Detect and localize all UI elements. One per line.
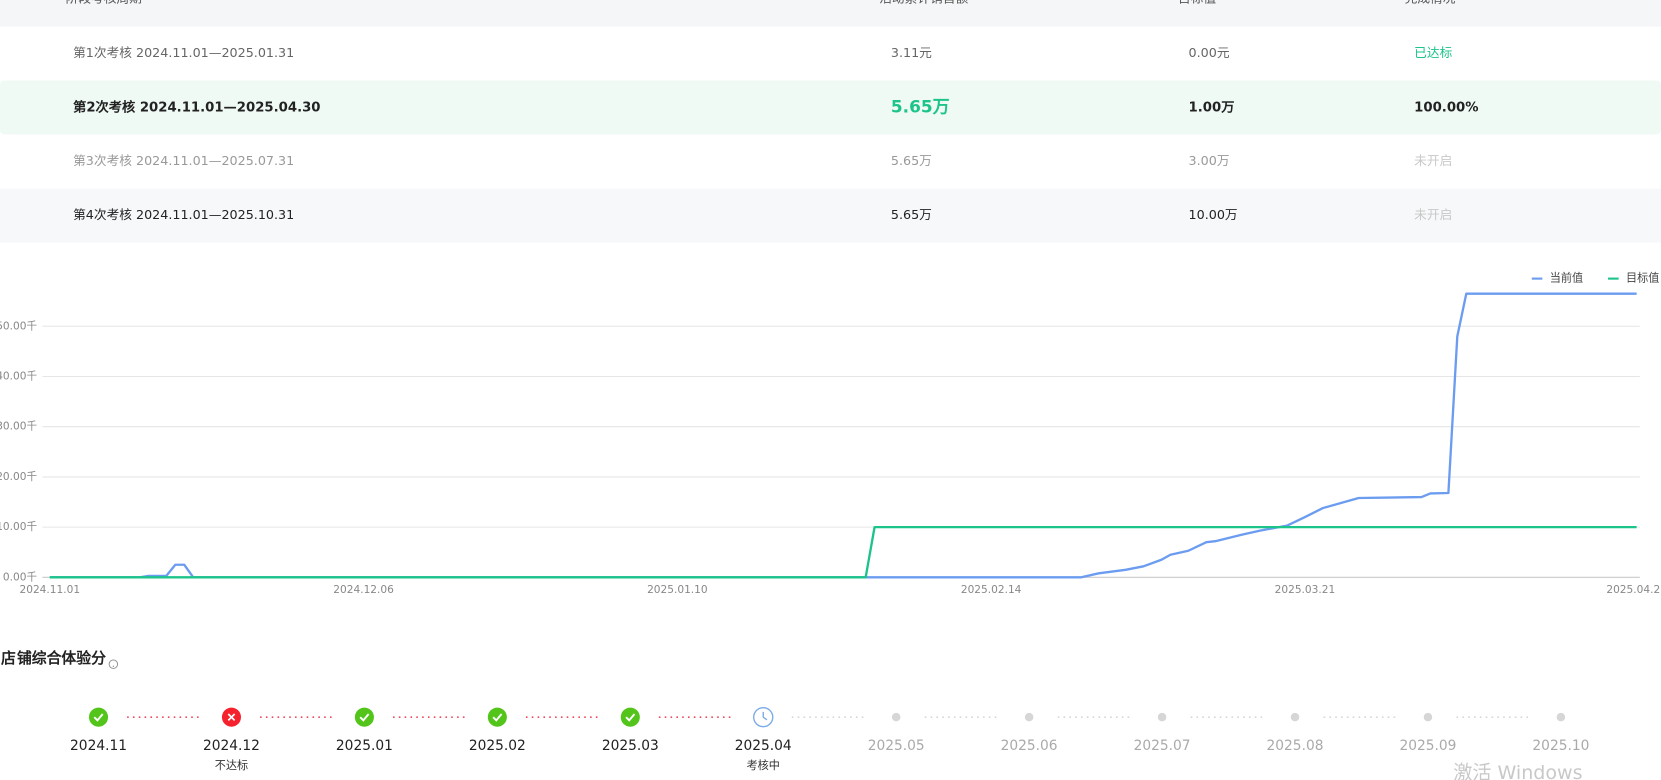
table-cell: 未开启 xyxy=(1414,153,1452,168)
table-cell: 1.00万 xyxy=(1189,100,1235,116)
check-mark xyxy=(625,713,636,722)
timeline-month: 2024.11 xyxy=(70,738,127,754)
status-pass-icon xyxy=(354,707,374,727)
timeline-month: 2024.12 xyxy=(203,738,260,754)
timeline-month: 2025.05 xyxy=(868,738,925,754)
table-row xyxy=(0,26,1661,81)
timeline-month: 2025.10 xyxy=(1532,738,1589,754)
status-pending-icon xyxy=(891,712,901,722)
table-row xyxy=(0,80,1661,135)
status-pending-icon xyxy=(1556,712,1566,722)
table-header-cell: 阶段考核周期 xyxy=(66,0,142,5)
status-pending-icon xyxy=(1157,712,1167,722)
status-pending-icon xyxy=(1290,712,1300,722)
series-line xyxy=(49,292,1637,579)
y-tick-label: 50.00千 xyxy=(0,320,37,332)
section-title: 店铺综合体验分 xyxy=(1,649,106,667)
table-cell: 5.65万 xyxy=(891,153,932,168)
legend-label: 目标值 xyxy=(1626,271,1659,285)
table-cell: 5.65万 xyxy=(891,207,932,222)
status-pending-icon xyxy=(1024,712,1034,722)
cross-mark xyxy=(227,713,236,721)
table-cell: 已达标 xyxy=(1414,45,1452,60)
table-row xyxy=(0,134,1661,189)
clock-hands xyxy=(762,711,768,721)
y-tick-label: 30.00千 xyxy=(0,421,37,433)
timeline-note: 考核中 xyxy=(747,758,780,772)
table-header-cell: 目标值 xyxy=(1178,0,1216,5)
table-cell: 未开启 xyxy=(1414,207,1452,222)
check-mark xyxy=(93,713,104,722)
y-tick-label: 10.00千 xyxy=(0,521,37,533)
table-cell: 第4次考核 2024.11.01—2025.10.31 xyxy=(73,207,294,222)
timeline-month: 2025.01 xyxy=(336,738,393,754)
table-cell: 100.00% xyxy=(1414,101,1478,116)
table-cell: 第2次考核 2024.11.01—2025.04.30 xyxy=(73,99,320,116)
x-tick-label: 2024.11.01 xyxy=(19,584,80,596)
table-header-cell: 完成情况 xyxy=(1405,0,1456,5)
status-pending-icon xyxy=(1423,712,1433,722)
table-cell: 5.65万 xyxy=(891,97,950,117)
table-cell: 10.00万 xyxy=(1189,207,1238,222)
timeline-month: 2025.04 xyxy=(735,738,792,754)
timeline-month: 2025.06 xyxy=(1001,738,1058,754)
table-header-cell: 活动累计销售额 xyxy=(879,0,968,5)
y-tick-label: 0.00千 xyxy=(3,571,38,583)
timeline-month: 2025.09 xyxy=(1399,738,1456,754)
series-line xyxy=(49,525,1637,579)
status-pass-icon xyxy=(620,707,640,727)
table-cell: 0.00元 xyxy=(1189,45,1230,60)
status-pass-icon xyxy=(88,707,109,727)
x-tick-label: 2025.04.27 xyxy=(1606,584,1661,596)
table-cell: 第1次考核 2024.11.01—2025.01.31 xyxy=(73,45,294,60)
table-header xyxy=(0,0,1661,27)
x-tick-label: 2025.01.10 xyxy=(647,584,708,596)
status-pass-icon xyxy=(487,707,507,727)
table-cell: 3.11元 xyxy=(891,45,932,60)
check-mark xyxy=(359,713,370,722)
watermark: 激活 Windows xyxy=(1453,762,1582,780)
check-mark xyxy=(492,713,503,722)
table-cell: 第3次考核 2024.11.01—2025.07.31 xyxy=(73,153,294,168)
timeline-note: 不达标 xyxy=(215,758,248,772)
x-tick-label: 2025.03.21 xyxy=(1275,584,1336,596)
x-tick-label: 2024.12.06 xyxy=(333,584,394,596)
y-tick-label: 20.00千 xyxy=(0,471,37,483)
timeline-month: 2025.08 xyxy=(1267,738,1324,754)
table-cell: 3.00万 xyxy=(1189,153,1230,168)
timeline-month: 2025.03 xyxy=(602,738,659,754)
timeline-month: 2025.02 xyxy=(469,738,526,754)
x-tick-label: 2025.02.14 xyxy=(961,584,1022,596)
table-row xyxy=(0,188,1661,243)
timeline-month: 2025.07 xyxy=(1134,738,1191,754)
legend-label: 当前值 xyxy=(1550,271,1583,285)
help-icon xyxy=(108,659,119,669)
y-tick-label: 40.00千 xyxy=(0,370,37,382)
